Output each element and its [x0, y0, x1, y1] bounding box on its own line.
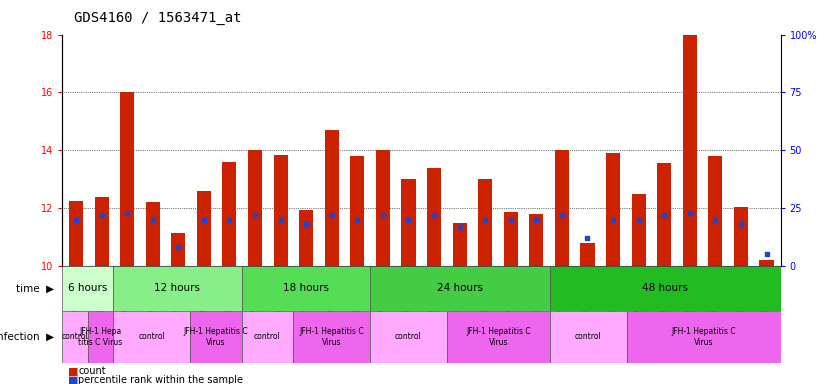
Bar	[581, 243, 595, 266]
Bar	[350, 156, 364, 266]
Text: ■: ■	[68, 366, 78, 376]
Bar	[370, 311, 447, 363]
Text: GDS4160 / 1563471_at: GDS4160 / 1563471_at	[74, 11, 242, 25]
Bar	[657, 163, 672, 266]
Bar	[549, 311, 627, 363]
Bar	[273, 155, 287, 266]
Text: percentile rank within the sample: percentile rank within the sample	[78, 375, 244, 384]
Bar	[401, 179, 415, 266]
Bar	[69, 201, 83, 266]
Bar	[606, 153, 620, 266]
Bar	[453, 223, 467, 266]
Bar	[370, 266, 549, 311]
Bar	[447, 311, 549, 363]
Text: 48 hours: 48 hours	[642, 283, 688, 293]
Text: control: control	[61, 332, 88, 341]
Bar	[427, 168, 441, 266]
Bar	[299, 210, 313, 266]
Text: control: control	[395, 332, 422, 341]
Text: count: count	[78, 366, 106, 376]
Bar	[478, 179, 492, 266]
Bar	[529, 214, 544, 266]
Bar	[190, 311, 241, 363]
Bar	[293, 311, 370, 363]
Text: JFH-1 Hepatitis C
Virus: JFH-1 Hepatitis C Virus	[466, 327, 530, 346]
Bar	[94, 197, 109, 266]
Bar	[709, 156, 723, 266]
Bar	[197, 191, 211, 266]
Bar	[248, 150, 262, 266]
Bar	[376, 150, 390, 266]
Text: JFH-1 Hepa
titis C Virus: JFH-1 Hepa titis C Virus	[78, 327, 122, 346]
Text: JFH-1 Hepatitis C
Virus: JFH-1 Hepatitis C Virus	[299, 327, 363, 346]
Bar	[683, 35, 697, 266]
Bar	[222, 162, 236, 266]
Bar	[504, 212, 518, 266]
Bar	[733, 207, 748, 266]
Text: ■: ■	[68, 375, 78, 384]
Text: 24 hours: 24 hours	[437, 283, 482, 293]
Bar	[241, 311, 293, 363]
Text: control: control	[139, 332, 165, 341]
Text: JFH-1 Hepatitis C
Virus: JFH-1 Hepatitis C Virus	[672, 327, 736, 346]
Text: 18 hours: 18 hours	[282, 283, 329, 293]
Text: infection  ▶: infection ▶	[0, 332, 55, 342]
Text: 12 hours: 12 hours	[154, 283, 201, 293]
Bar	[145, 202, 159, 266]
Text: 6 hours: 6 hours	[68, 283, 107, 293]
Bar	[113, 266, 241, 311]
Text: control: control	[254, 332, 281, 341]
Text: JFH-1 Hepatitis C
Virus: JFH-1 Hepatitis C Virus	[183, 327, 249, 346]
Bar	[88, 311, 113, 363]
Bar	[62, 311, 88, 363]
Text: control: control	[575, 332, 601, 341]
Bar	[632, 194, 646, 266]
Bar	[325, 130, 339, 266]
Bar	[555, 150, 569, 266]
Bar	[62, 266, 113, 311]
Bar	[113, 311, 190, 363]
Bar	[241, 266, 370, 311]
Bar	[759, 260, 773, 266]
Bar	[627, 311, 781, 363]
Bar	[120, 93, 134, 266]
Text: time  ▶: time ▶	[17, 283, 55, 293]
Bar	[171, 233, 185, 266]
Bar	[549, 266, 781, 311]
